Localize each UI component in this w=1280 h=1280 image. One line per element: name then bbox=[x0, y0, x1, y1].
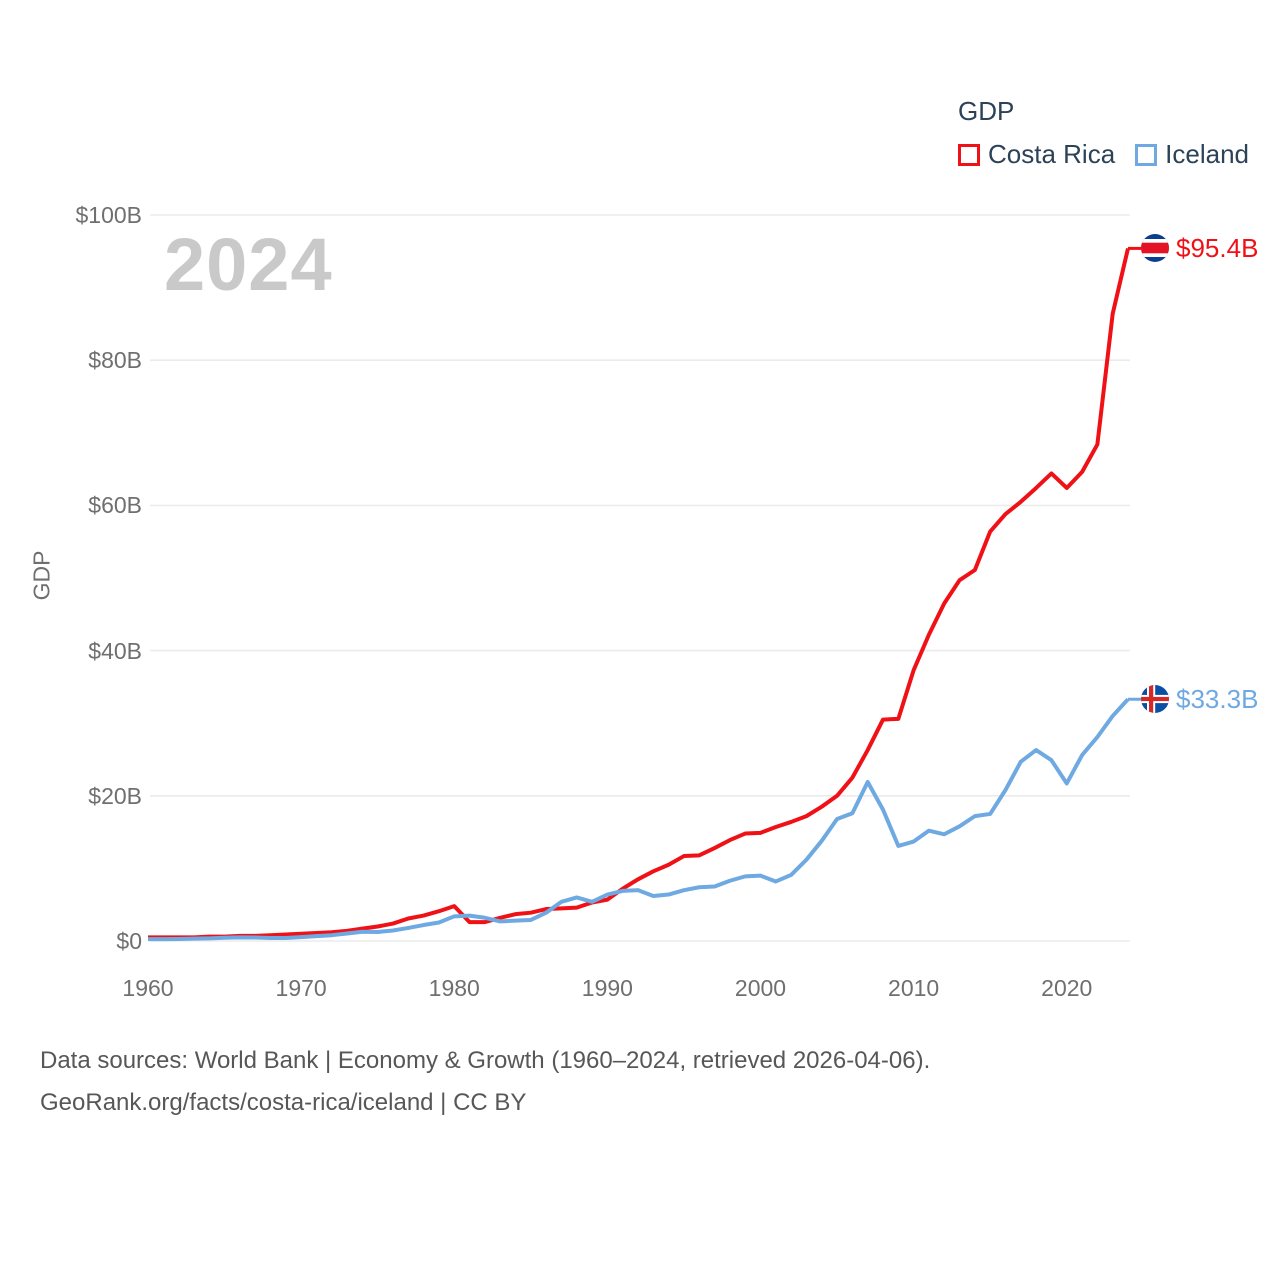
legend-item-costa-rica[interactable]: Costa Rica bbox=[958, 139, 1115, 170]
end-value-costa-rica: $95.4B bbox=[1176, 233, 1259, 264]
iceland-flag-icon bbox=[1141, 685, 1169, 714]
costa-rica-swatch-icon[interactable] bbox=[958, 143, 980, 166]
end-label-costa-rica: $95.4B bbox=[1141, 233, 1258, 263]
iceland-line bbox=[148, 697, 1130, 942]
y-tick-label: $0 bbox=[116, 928, 142, 954]
source-line-2: GeoRank.org/facts/costa-rica/iceland | C… bbox=[40, 1089, 527, 1116]
y-tick-label: $60B bbox=[88, 492, 142, 519]
x-tick-label: 1960 bbox=[122, 975, 174, 1001]
legend-label-costa-rica: Costa Rica bbox=[988, 139, 1116, 169]
y-tick-label: $100B bbox=[75, 202, 142, 228]
y-tick-label: $20B bbox=[88, 782, 142, 809]
x-tick-label: 1990 bbox=[581, 975, 633, 1001]
x-tick-label: 1980 bbox=[428, 975, 480, 1001]
source-attribution: Data sources: World Bank | Economy & Gro… bbox=[40, 1040, 930, 1124]
x-tick-label: 2020 bbox=[1041, 975, 1093, 1001]
y-tick-label: $40B bbox=[88, 637, 142, 664]
source-line-1: Data sources: World Bank | Economy & Gro… bbox=[40, 1047, 931, 1074]
x-tick-label: 2000 bbox=[734, 975, 787, 1001]
costa-rica-flag-icon bbox=[1141, 234, 1169, 263]
legend: GDP Costa Rica Iceland bbox=[958, 96, 1249, 170]
year-watermark: 2024 bbox=[164, 223, 333, 306]
end-label-iceland: $33.3B bbox=[1141, 684, 1258, 714]
y-axis-title: GDP bbox=[28, 550, 55, 601]
legend-label-iceland: Iceland bbox=[1165, 139, 1249, 169]
legend-title: GDP bbox=[958, 96, 1015, 126]
y-tick-label: $80B bbox=[88, 347, 142, 374]
x-tick-label: 1970 bbox=[275, 975, 327, 1001]
legend-items: Costa Rica Iceland bbox=[958, 139, 1249, 170]
legend-item-iceland[interactable]: Iceland bbox=[1135, 139, 1249, 170]
costa-rica-line bbox=[148, 247, 1130, 940]
iceland-swatch-icon[interactable] bbox=[1135, 143, 1158, 166]
end-value-iceland: $33.3B bbox=[1176, 684, 1259, 715]
x-tick-label: 2010 bbox=[888, 975, 940, 1001]
